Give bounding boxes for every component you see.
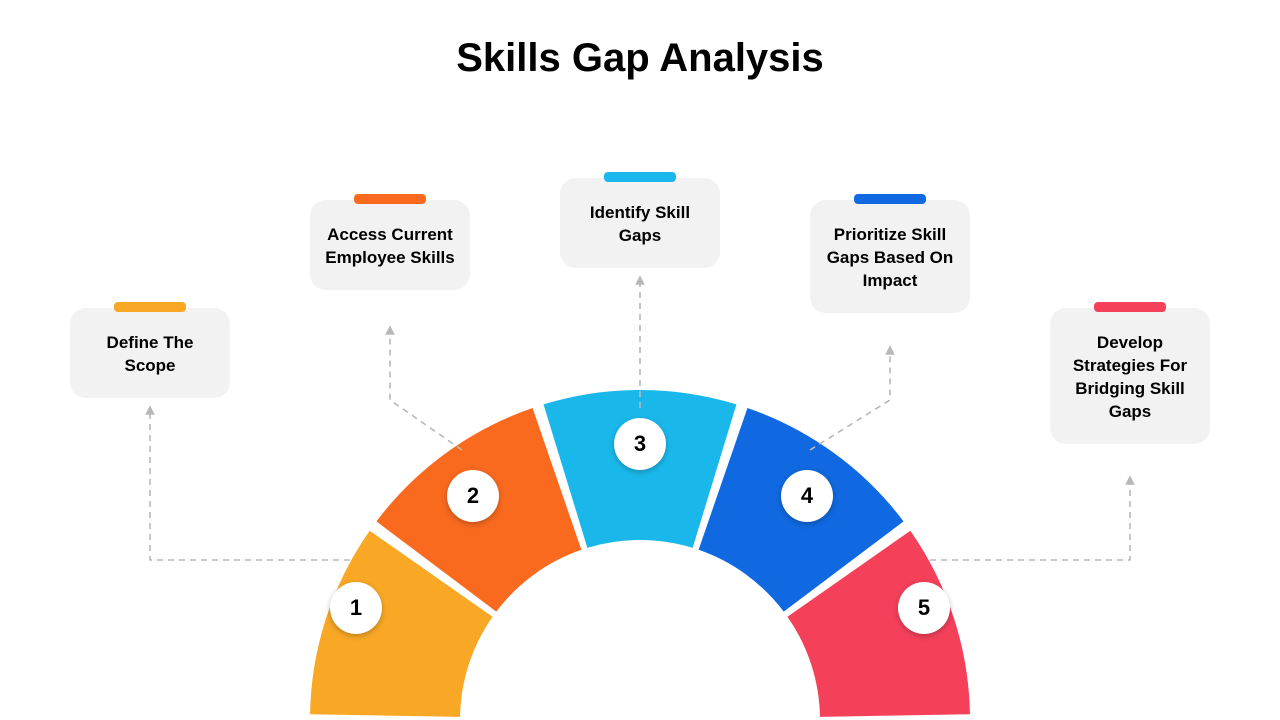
step-number-badge-5: 5	[898, 582, 950, 634]
step-card-tab-5	[1094, 302, 1166, 312]
step-card-tab-2	[354, 194, 426, 204]
step-number-badge-3: 3	[614, 418, 666, 470]
connector-2	[390, 330, 462, 450]
step-card-2: Access Current Employee Skills	[310, 200, 470, 290]
step-card-label-5: Develop Strategies For Bridging Skill Ga…	[1064, 332, 1196, 424]
step-card-3: Identify Skill Gaps	[560, 178, 720, 268]
step-number-badge-4: 4	[781, 470, 833, 522]
step-card-tab-4	[854, 194, 926, 204]
connector-5	[930, 480, 1130, 560]
step-number-badge-2: 2	[447, 470, 499, 522]
step-card-label-3: Identify Skill Gaps	[574, 202, 706, 248]
step-number-badge-1: 1	[330, 582, 382, 634]
connector-4	[810, 350, 890, 450]
step-card-1: Define The Scope	[70, 308, 230, 398]
connector-1	[150, 410, 350, 560]
step-card-5: Develop Strategies For Bridging Skill Ga…	[1050, 308, 1210, 444]
step-card-label-1: Define The Scope	[84, 332, 216, 378]
step-card-tab-1	[114, 302, 186, 312]
step-card-label-4: Prioritize Skill Gaps Based On Impact	[824, 224, 956, 293]
step-card-label-2: Access Current Employee Skills	[324, 224, 456, 270]
step-card-4: Prioritize Skill Gaps Based On Impact	[810, 200, 970, 313]
step-card-tab-3	[604, 172, 676, 182]
